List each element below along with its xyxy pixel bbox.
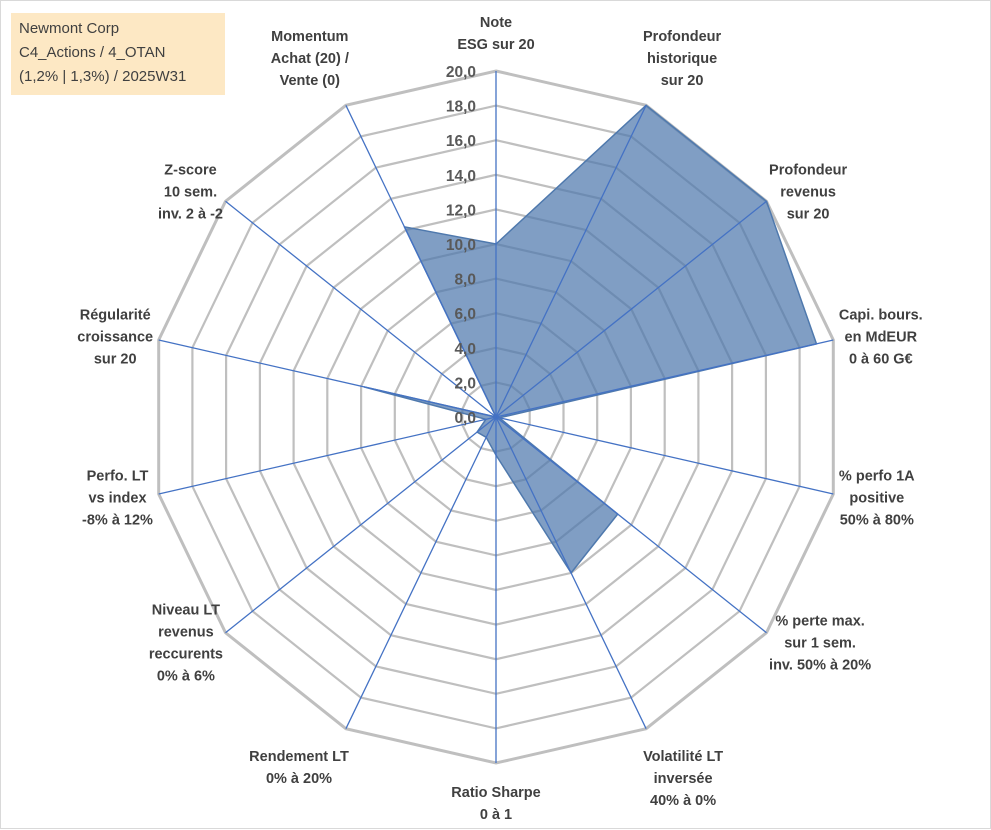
- axis-label: Profondeur: [769, 162, 847, 178]
- axis-label: Volatilité LT: [643, 749, 723, 765]
- axis-label: Achat (20) /: [271, 51, 349, 67]
- axis-label: positive: [849, 491, 904, 507]
- axis-label: Rendement LT: [249, 749, 349, 765]
- axis-label: Momentum: [271, 29, 348, 45]
- axis-label: sur 20: [94, 351, 137, 367]
- axis-label: Perfo. LT: [87, 469, 149, 485]
- tick-label: 8,0: [454, 272, 476, 289]
- tick-label: 0,0: [454, 410, 476, 427]
- spoke-layer: [158, 71, 834, 763]
- tick-label: 14,0: [446, 168, 476, 185]
- axis-label: revenus: [158, 625, 214, 641]
- tick-label: 6,0: [454, 306, 476, 323]
- axis-labels: Note ESG sur 20 Profondeur historique sur 20…: [77, 15, 922, 823]
- axis-spoke: [225, 200, 497, 418]
- axis-label: en MdEUR: [845, 329, 918, 345]
- axis-label: inv. 50% à 20%: [769, 658, 871, 674]
- axis-spoke: [225, 416, 497, 634]
- tick-label: 18,0: [446, 99, 476, 116]
- axis-label-group: Perfo. LT vs index -8% à 12%: [82, 469, 153, 529]
- axis-label-group: Volatilité LT inversée 40% à 0%: [643, 749, 723, 809]
- axis-label: 40% à 0%: [650, 793, 716, 809]
- axis-spoke: [495, 339, 834, 418]
- tick-label: 16,0: [446, 133, 476, 150]
- axis-spoke: [158, 416, 497, 495]
- axis-label-group: Rendement LT 0% à 20%: [249, 749, 349, 787]
- axis-label-group: Ratio Sharpe 0 à 1: [451, 785, 540, 823]
- axis-label: 10 sem.: [164, 184, 217, 200]
- axis-label: Niveau LT: [152, 603, 220, 619]
- axis-label: inv. 2 à -2: [158, 206, 223, 222]
- axis-label: ESG sur 20: [457, 37, 534, 53]
- axis-label-group: Note ESG sur 20: [457, 15, 534, 53]
- axis-label: historique: [647, 51, 717, 67]
- axis-spoke: [495, 200, 767, 418]
- axis-label-group: Régularité croissance sur 20: [77, 307, 153, 367]
- tick-labels: 0,0 2,0 4,0 6,0 8,0 10,0 12,0 14,0 16,0 18,0 20,0: [446, 64, 476, 427]
- title-line-1: Newmont Corp: [19, 20, 120, 37]
- axis-label: 0 à 60 G€: [849, 351, 913, 367]
- tick-label: 10,0: [446, 237, 476, 254]
- chart-title-box: Newmont Corp C4_Actions / 4_OTAN (1,2% |…: [11, 13, 225, 95]
- axis-label: Régularité: [80, 307, 151, 323]
- title-line-3: (1,2% | 1,3%) / 2025W31: [19, 68, 187, 85]
- axis-label: reccurents: [149, 647, 223, 663]
- axis-label-group: Profondeur revenus sur 20: [769, 162, 847, 222]
- axis-label-group: Capi. bours. en MdEUR 0 à 60 G€: [839, 307, 923, 367]
- axis-label: Note: [480, 15, 512, 31]
- axis-label: -8% à 12%: [82, 513, 153, 529]
- tick-label: 12,0: [446, 202, 476, 219]
- axis-label: inversée: [654, 771, 713, 787]
- axis-spoke: [495, 105, 647, 418]
- axis-label: Vente (0): [280, 73, 341, 89]
- axis-spoke: [495, 416, 647, 729]
- axis-label: Capi. bours.: [839, 307, 923, 323]
- axis-label: % perfo 1A: [839, 469, 915, 485]
- axis-label: vs index: [88, 491, 146, 507]
- axis-label: Profondeur: [643, 29, 721, 45]
- axis-label: Ratio Sharpe: [451, 785, 540, 801]
- axis-label-group: % perfo 1A positive 50% à 80%: [839, 469, 915, 529]
- axis-spoke: [345, 416, 497, 729]
- axis-label: sur 20: [661, 73, 704, 89]
- axis-label: 0 à 1: [480, 807, 512, 823]
- axis-label: 0% à 6%: [157, 669, 215, 685]
- axis-label: revenus: [780, 184, 836, 200]
- tick-label: 20,0: [446, 64, 476, 81]
- axis-label: 50% à 80%: [840, 513, 914, 529]
- axis-label: sur 1 sem.: [784, 636, 856, 652]
- axis-label-group: Z-score 10 sem. inv. 2 à -2: [158, 162, 223, 222]
- title-line-2: C4_Actions / 4_OTAN: [19, 44, 166, 61]
- axis-spoke: [495, 416, 834, 495]
- axis-label-group: Profondeur historique sur 20: [643, 29, 721, 89]
- axis-label-group: % perte max. sur 1 sem. inv. 50% à 20%: [769, 614, 871, 674]
- axis-spoke: [495, 416, 767, 634]
- tick-label: 2,0: [454, 375, 476, 392]
- axis-label: croissance: [77, 329, 153, 345]
- axis-label: Z-score: [164, 162, 216, 178]
- tick-label: 4,0: [454, 341, 476, 358]
- axis-label-group: Niveau LT revenus reccurents 0% à 6%: [149, 603, 223, 685]
- axis-label: % perte max.: [775, 614, 864, 630]
- axis-label-group: Momentum Achat (20) / Vente (0): [271, 29, 349, 89]
- axis-label: 0% à 20%: [266, 771, 332, 787]
- axis-spoke: [158, 339, 497, 418]
- axis-label: sur 20: [787, 206, 830, 222]
- axis-spoke: [345, 105, 497, 418]
